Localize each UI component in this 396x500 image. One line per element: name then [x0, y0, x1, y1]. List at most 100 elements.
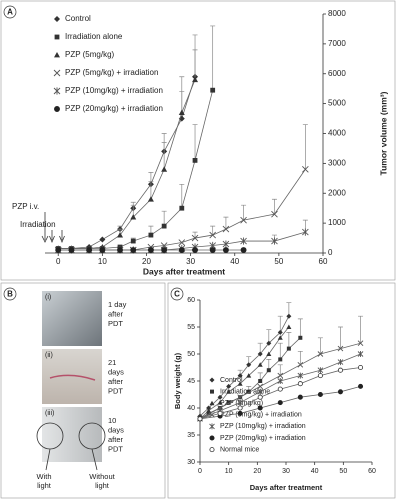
point: [258, 379, 263, 383]
point: [286, 324, 292, 329]
point: [99, 236, 106, 243]
point: [237, 373, 243, 379]
error-bar: [337, 326, 343, 349]
point: [271, 237, 278, 245]
point: [68, 247, 75, 253]
y-tick-label: 60: [187, 297, 195, 304]
point: [209, 231, 217, 239]
point: [358, 364, 364, 371]
error-bar: [277, 364, 283, 376]
series-line: [58, 90, 214, 249]
legend-label: Irradiation alone: [220, 388, 270, 395]
legend-marker: [54, 106, 60, 112]
y-tick-label: 0: [328, 248, 333, 257]
panel-letter: A: [7, 8, 13, 17]
legend-label: Normal mice: [220, 446, 259, 453]
point: [277, 386, 283, 392]
error-bar: [271, 198, 277, 215]
point: [237, 399, 243, 406]
point: [266, 340, 272, 346]
point: [286, 346, 291, 351]
photo-caption: PDT: [108, 319, 123, 328]
point: [197, 416, 203, 422]
legend-label: PZP (5mg/kg) + irradiation: [220, 412, 302, 419]
panel-c-frame: [167, 282, 396, 499]
photo-label: Without: [89, 472, 115, 481]
x-tick-label: 30: [282, 468, 290, 475]
photo-detail: [49, 374, 96, 381]
point: [240, 216, 247, 224]
point: [237, 410, 243, 416]
x-axis-label: Days after treatment: [143, 266, 225, 276]
panel-letter: C: [174, 290, 180, 299]
point: [240, 237, 247, 245]
series-line: [58, 76, 196, 249]
point: [257, 405, 263, 411]
panel-letter: B: [7, 290, 13, 299]
point: [217, 410, 223, 416]
point: [246, 373, 252, 378]
photo-caption: after: [108, 435, 124, 444]
point: [246, 362, 252, 368]
point: [297, 394, 303, 400]
y-tick-label: 6000: [328, 69, 346, 78]
legend-label: PZP (20mg/kg) + irradiation: [220, 435, 306, 442]
error-bar: [277, 315, 283, 333]
point: [302, 228, 309, 236]
legend-label: PZP (20mg/kg) + irradiation: [65, 104, 163, 113]
x-axis-label: Days after treatment: [250, 483, 323, 492]
point: [298, 335, 303, 340]
photo-caption: PDT: [108, 444, 123, 453]
point: [337, 367, 343, 373]
error-bar: [161, 210, 167, 227]
point: [147, 247, 154, 253]
error-bar: [277, 342, 283, 360]
point: [277, 335, 283, 340]
point: [317, 367, 324, 374]
point: [179, 205, 185, 211]
photo-label: With: [37, 472, 52, 481]
series-line: [199, 316, 290, 417]
point: [317, 391, 323, 398]
photo-caption: days: [108, 425, 124, 434]
arrowhead: [49, 235, 55, 244]
point: [161, 223, 167, 229]
point: [130, 247, 137, 253]
point: [302, 166, 309, 173]
y-tick-label: 3000: [328, 158, 346, 167]
photo-caption: 10: [108, 416, 116, 425]
legend-label: PZP (5mg/kg): [65, 50, 115, 59]
point: [337, 345, 344, 352]
x-tick-label: 20: [142, 257, 151, 266]
point: [237, 405, 243, 411]
x-tick-label: 60: [319, 257, 328, 266]
panel-b-frame: [0, 282, 166, 499]
legend-label: Control: [65, 14, 91, 23]
y-tick-label: 1000: [328, 218, 346, 227]
point: [161, 247, 168, 253]
legend-marker: [53, 87, 61, 95]
point: [191, 234, 199, 242]
point: [192, 157, 198, 163]
y-axis-label: Tumor volume (mm³): [378, 91, 388, 175]
point: [257, 388, 264, 395]
point: [130, 238, 136, 244]
y-tick-label: 45: [187, 378, 195, 385]
panel-badge: [3, 287, 17, 301]
x-tick-label: 40: [311, 468, 319, 475]
x-tick-label: 30: [186, 257, 195, 266]
legend-marker: [54, 52, 60, 58]
photo-caption: after: [108, 377, 124, 386]
legend-marker: [54, 16, 60, 22]
annotation: Irradiation: [20, 220, 56, 229]
point: [297, 361, 304, 368]
point: [257, 383, 264, 390]
error-bar: [317, 337, 323, 354]
point: [358, 383, 364, 389]
point: [209, 247, 216, 253]
photo-caption: 1 day: [108, 300, 127, 309]
photo-label: light: [95, 481, 110, 490]
pointer: [45, 448, 51, 471]
point: [206, 408, 212, 413]
y-tick-label: 30: [187, 459, 195, 466]
